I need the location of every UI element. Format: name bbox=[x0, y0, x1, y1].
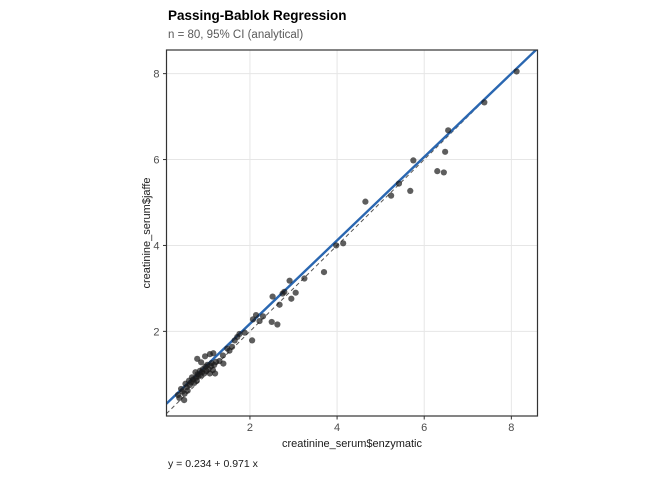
regression-equation-caption: y = 0.234 + 0.971 x bbox=[168, 458, 258, 470]
data-point bbox=[219, 352, 227, 359]
data-point bbox=[201, 353, 209, 360]
data-point bbox=[301, 275, 308, 282]
plot-subtitle: n = 80, 95% CI (analytical) bbox=[168, 29, 304, 41]
data-point bbox=[388, 192, 395, 199]
y-axis-tick-label: 4 bbox=[153, 240, 159, 252]
x-axis-tick-label: 8 bbox=[508, 422, 514, 434]
y-axis-title: creatinine_serum$jaffe bbox=[141, 177, 153, 289]
regression-line bbox=[166, 50, 538, 405]
data-point bbox=[198, 359, 205, 366]
data-point bbox=[241, 329, 248, 336]
data-point bbox=[513, 68, 520, 75]
data-point bbox=[252, 311, 260, 319]
x-axis-tick-label: 4 bbox=[334, 422, 340, 434]
data-point bbox=[292, 289, 299, 296]
data-point bbox=[211, 370, 219, 377]
data-point bbox=[395, 180, 403, 187]
data-point bbox=[362, 198, 369, 205]
plot-panel bbox=[166, 50, 538, 416]
data-point bbox=[256, 317, 263, 325]
data-point bbox=[231, 337, 238, 344]
data-point bbox=[445, 127, 452, 134]
data-point bbox=[407, 187, 414, 195]
data-point bbox=[184, 387, 191, 394]
data-point bbox=[434, 168, 441, 175]
data-point bbox=[333, 242, 340, 249]
data-point bbox=[220, 360, 227, 367]
data-point bbox=[440, 169, 447, 176]
data-points bbox=[174, 68, 520, 404]
x-axis-title: creatinine_serum$enzymatic bbox=[281, 438, 422, 450]
data-point bbox=[269, 293, 276, 300]
data-point bbox=[211, 361, 218, 368]
panel-border bbox=[165, 49, 539, 417]
data-point bbox=[276, 301, 283, 308]
data-point bbox=[320, 268, 328, 276]
data-point bbox=[268, 318, 275, 326]
plot-title: Passing-Bablok Regression bbox=[168, 8, 347, 23]
data-point bbox=[274, 321, 281, 328]
data-point bbox=[340, 240, 347, 247]
data-point bbox=[249, 337, 256, 344]
data-point bbox=[279, 290, 286, 297]
y-axis-tick-label: 8 bbox=[153, 69, 159, 81]
plot-canvas: 2 4 6 8 2 4 6 8 bbox=[153, 49, 539, 434]
data-point bbox=[410, 157, 417, 164]
data-point bbox=[259, 313, 267, 320]
x-axis-tick-label: 2 bbox=[247, 422, 253, 434]
data-point bbox=[481, 99, 488, 106]
data-point bbox=[181, 397, 188, 404]
data-point bbox=[286, 277, 293, 284]
y-axis-tick-label: 2 bbox=[153, 326, 159, 338]
data-point bbox=[206, 351, 213, 358]
y-axis-tick-label: 6 bbox=[153, 155, 159, 167]
data-point bbox=[249, 316, 257, 323]
data-point bbox=[176, 394, 183, 402]
data-point bbox=[224, 345, 231, 352]
data-point bbox=[442, 148, 449, 155]
x-axis-tick-label: 6 bbox=[421, 422, 427, 434]
data-point bbox=[288, 295, 295, 302]
